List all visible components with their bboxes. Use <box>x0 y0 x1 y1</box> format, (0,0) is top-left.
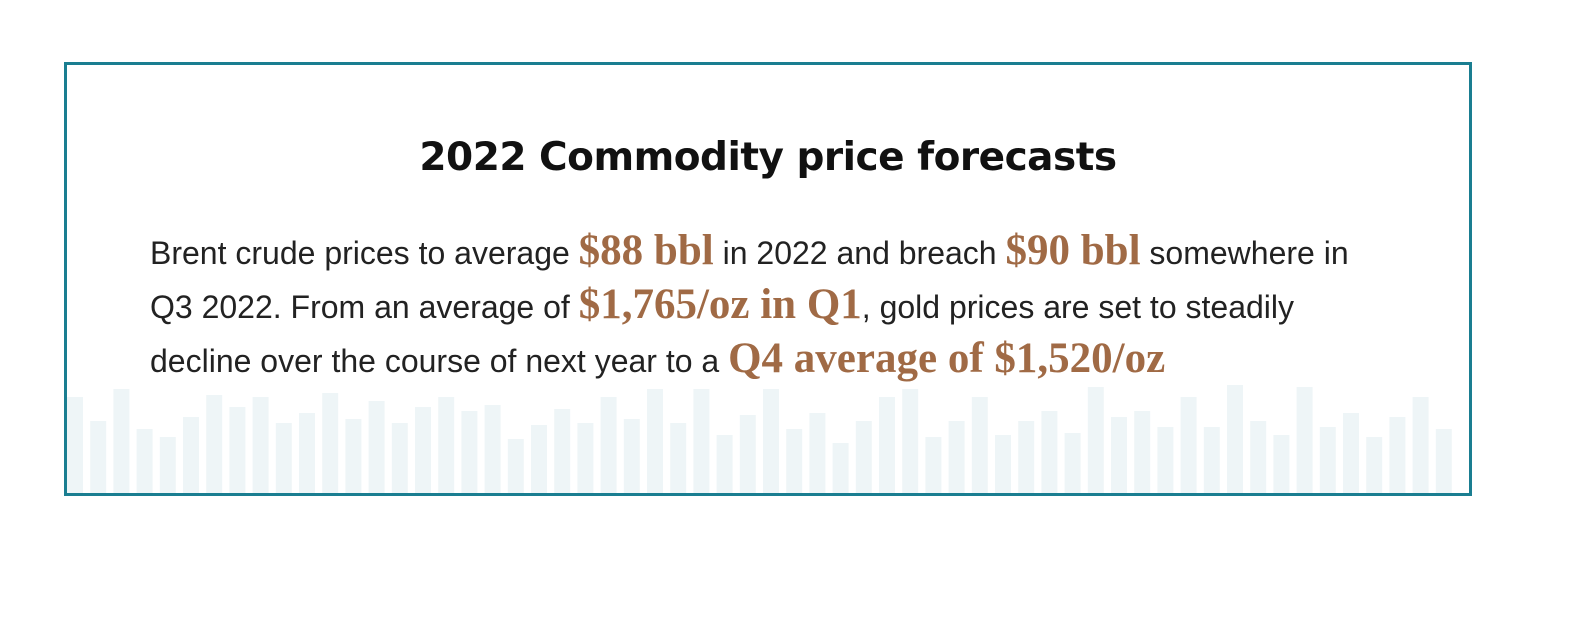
decorative-bar <box>1366 437 1383 493</box>
decorative-bar <box>786 429 803 493</box>
decorative-bar <box>206 395 223 493</box>
gold-q4-highlight: Q4 average of $1,520/oz <box>728 335 1166 382</box>
decorative-bar <box>1435 429 1452 493</box>
decorative-bar <box>763 389 779 493</box>
decorative-bar <box>1064 433 1081 493</box>
decorative-bar <box>322 393 339 493</box>
text-segment-2: in 2022 and breach <box>713 235 1006 271</box>
decorative-bar <box>415 407 431 493</box>
decorative-bar <box>183 417 199 493</box>
decorative-bar <box>345 419 362 493</box>
decorative-bar <box>1227 385 1243 493</box>
text-segment-3: somewhere in Q3 2022. From an average of <box>150 235 1349 325</box>
decorative-bar <box>275 423 292 493</box>
decorative-bar <box>670 423 687 493</box>
decorative-bar <box>438 397 455 493</box>
decorative-bar <box>577 423 594 493</box>
decorative-bar <box>252 397 269 493</box>
decorative-bar <box>809 413 826 493</box>
decorative-bar <box>484 405 501 493</box>
decorative-bar-background <box>67 385 1452 493</box>
decorative-bar <box>554 409 571 493</box>
decorative-bar <box>948 421 965 493</box>
decorative-bar <box>1087 387 1104 493</box>
decorative-bar <box>531 425 547 493</box>
decorative-bar <box>879 397 895 493</box>
decorative-bar <box>716 435 733 493</box>
card-title: 2022 Commodity price forecasts <box>419 135 1117 180</box>
decorative-bar <box>647 389 663 493</box>
decorative-bar <box>90 421 107 493</box>
text-segment-4: , gold prices are set to steadily declin… <box>150 289 1294 379</box>
decorative-bar <box>507 439 524 493</box>
decorative-bar <box>391 423 408 493</box>
decorative-bar <box>971 397 988 493</box>
decorative-bar <box>832 443 849 493</box>
decorative-bar <box>855 421 872 493</box>
decorative-bar <box>159 437 176 493</box>
decorative-bar <box>1111 417 1127 493</box>
decorative-bar <box>1203 427 1220 493</box>
decorative-bar <box>1389 417 1406 493</box>
decorative-bar <box>136 429 153 493</box>
decorative-bar <box>1296 387 1313 493</box>
decorative-bar <box>1412 397 1429 493</box>
brent-breach-highlight: $90 bbl <box>1005 227 1141 274</box>
forecast-card: 2022 Commodity price forecasts Brent cru… <box>64 62 1472 496</box>
decorative-bar <box>1041 411 1058 493</box>
decorative-bar <box>1343 413 1359 493</box>
decorative-bar <box>1273 435 1290 493</box>
decorative-bar <box>1157 427 1174 493</box>
decorative-bar <box>299 413 315 493</box>
gold-q1-highlight: $1,765/oz in Q1 <box>578 281 862 328</box>
decorative-bar <box>925 437 942 493</box>
decorative-bar <box>461 411 478 493</box>
text-segment-1: Brent crude prices to average <box>150 235 579 271</box>
decorative-bar <box>1250 421 1267 493</box>
forecast-paragraph: Brent crude prices to average $88 bbl in… <box>150 225 1400 387</box>
decorative-bar <box>113 389 130 493</box>
decorative-bar <box>1180 397 1197 493</box>
decorative-bar <box>995 435 1011 493</box>
decorative-bar <box>600 397 617 493</box>
brent-average-highlight: $88 bbl <box>578 227 714 274</box>
decorative-bar <box>693 389 710 493</box>
decorative-bar <box>1018 421 1035 493</box>
decorative-bar <box>1319 427 1336 493</box>
decorative-bar <box>229 407 246 493</box>
decorative-bar <box>368 401 385 493</box>
decorative-bar <box>1134 411 1151 493</box>
decorative-bar <box>902 389 919 493</box>
decorative-bar <box>67 397 83 493</box>
decorative-bar <box>739 415 756 493</box>
decorative-bar <box>623 419 640 493</box>
